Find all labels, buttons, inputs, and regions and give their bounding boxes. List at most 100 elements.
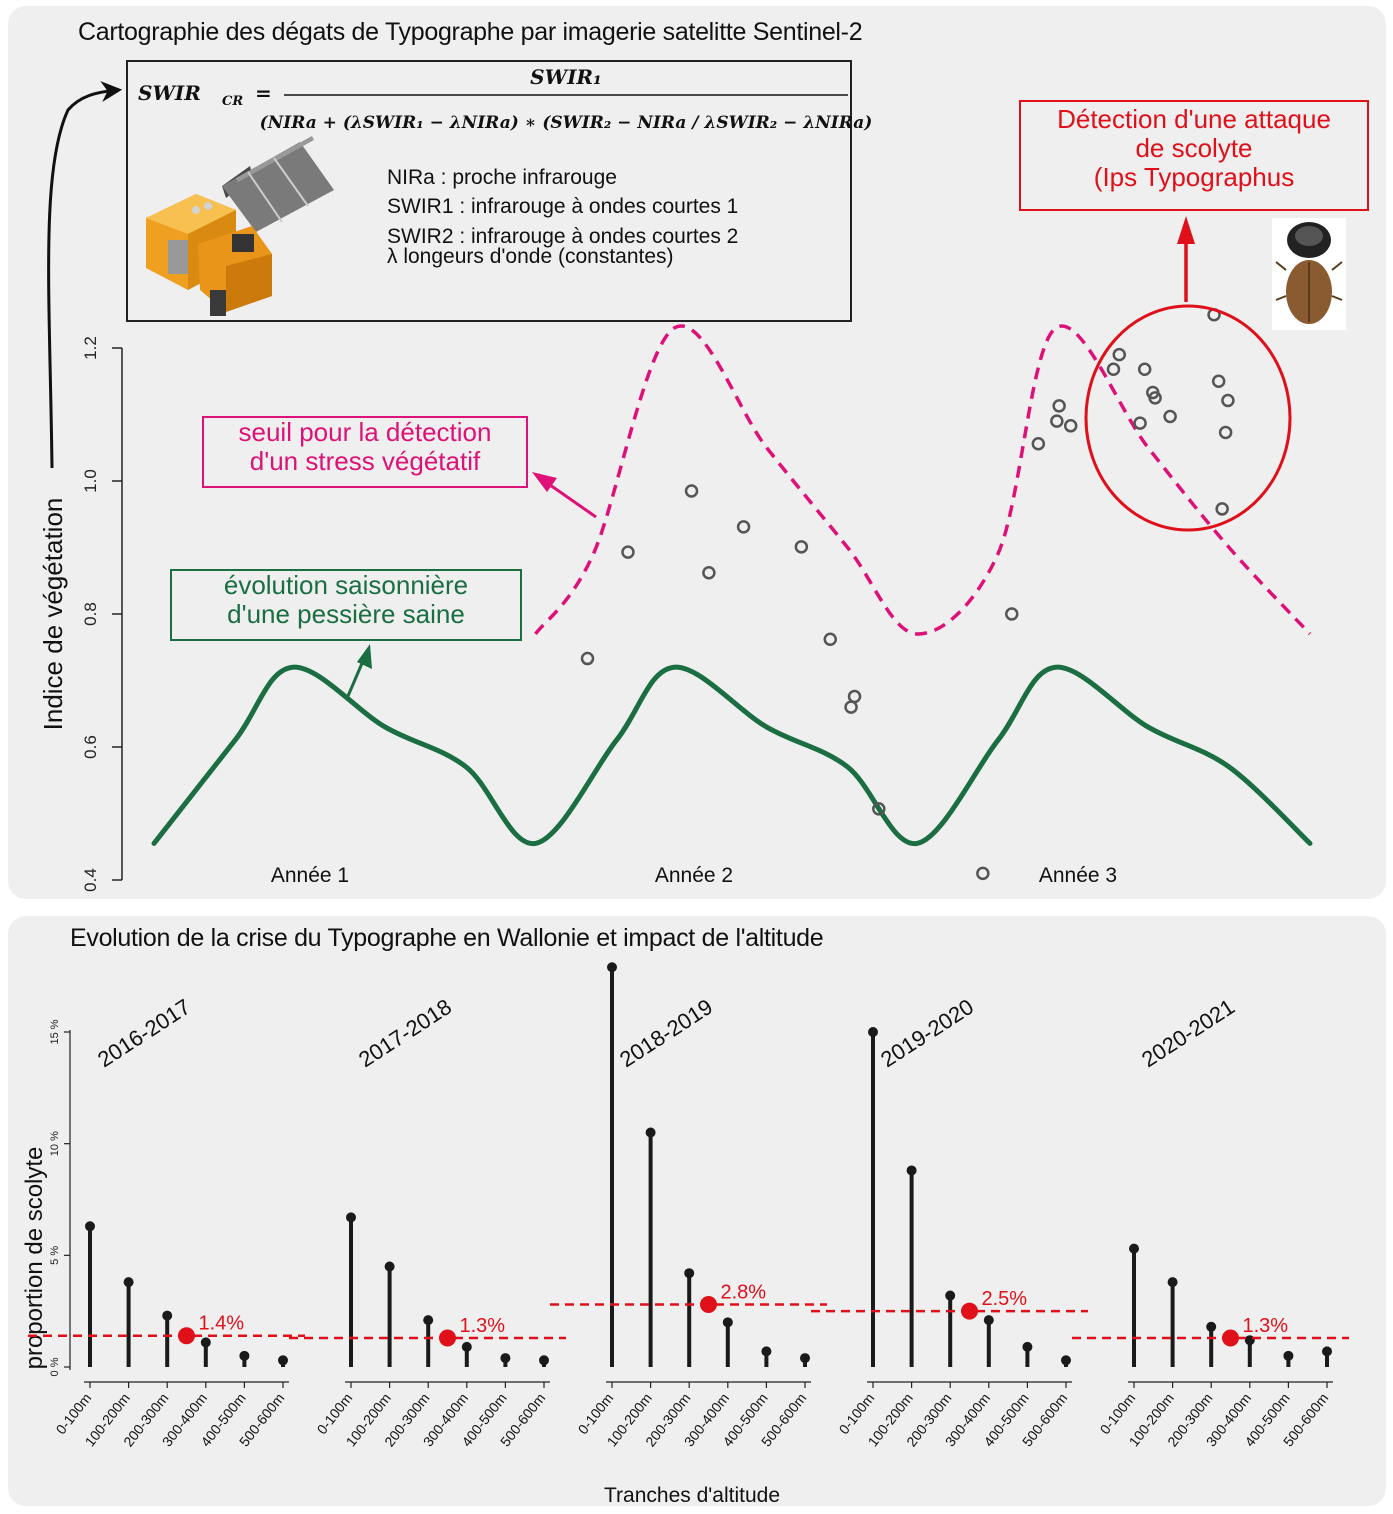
healthy-arrow-head [357, 644, 372, 669]
lollipop-head [607, 962, 617, 973]
observation-point [621, 545, 635, 559]
observation-point [736, 520, 751, 534]
threshold-callout-line2: d'un stress végétatif [249, 446, 481, 476]
observation-point [1133, 416, 1147, 430]
lollipop-head [684, 1268, 695, 1279]
observation-point [1031, 437, 1046, 451]
mean-marker [700, 1295, 717, 1313]
lollipop-head [239, 1350, 250, 1361]
threshold-arrow-head [532, 472, 557, 492]
observation-point [1163, 409, 1177, 424]
lollipop-head [278, 1355, 288, 1366]
period-label: 2020-2021 [1137, 994, 1239, 1072]
lollipop-head [1022, 1341, 1033, 1352]
lollipop-head [1061, 1355, 1071, 1366]
mean-marker [1222, 1329, 1239, 1347]
bottom-panel [8, 916, 1386, 1506]
threshold-curve [534, 324, 1312, 636]
legend-line-swir1: SWIR1 : infrarouge à ondes courtes 1 [387, 195, 739, 218]
top-y-tick-label: 0.6 [81, 735, 100, 759]
detection-ellipse [1084, 304, 1292, 532]
mean-marker [178, 1327, 195, 1345]
legend-line-nira: NIRa : proche infrarouge [387, 166, 617, 189]
mean-marker [439, 1329, 456, 1347]
top-y-tick-label: 0.8 [81, 602, 100, 626]
healthy-callout: évolution saisonnière d'une pessière sai… [170, 569, 522, 641]
lollipop-head [1322, 1346, 1332, 1357]
lollipop-head [423, 1315, 434, 1326]
mean-label: 2.5% [982, 1288, 1028, 1310]
observation-point [580, 651, 595, 666]
satellite-icon [146, 136, 334, 316]
legend-line-lambda: λ longeurs d'onde (constantes) [387, 245, 674, 268]
lollipop-head [983, 1315, 994, 1326]
lollipop-head [200, 1337, 211, 1348]
formula-link-arrow [47, 81, 123, 469]
observation-point [1137, 362, 1152, 377]
lollipop-head [945, 1290, 956, 1301]
observation-point [976, 866, 990, 881]
mean-label: 1.3% [1243, 1315, 1289, 1337]
bottom-chart-title: Evolution de la crise du Typographe en W… [70, 924, 824, 952]
observation-point [702, 566, 716, 580]
observation-point [1218, 425, 1233, 440]
lollipop-head [722, 1317, 733, 1328]
lollipop-head [761, 1346, 772, 1357]
observation-point [1106, 362, 1121, 377]
mean-marker [961, 1302, 978, 1320]
altitude-impact-chart: 0 % 5 % 10 % 15 % proportion de scolyte Tranc… [21, 962, 1349, 1507]
lollipop-head [384, 1261, 395, 1272]
mean-label: 1.4% [199, 1313, 245, 1335]
lollipop-head [539, 1355, 549, 1366]
bottom-y-tick-label: 15 % [49, 1019, 61, 1044]
observation-point [823, 632, 838, 647]
observation-point [1221, 393, 1235, 408]
healthy-callout-line2: d'une pessière saine [227, 599, 465, 629]
top-y-tick-label: 1.2 [81, 336, 100, 360]
bottom-x-axis-label: Tranches d'altitude [604, 1484, 780, 1507]
threshold-callout-line1: seuil pour la détection [238, 417, 492, 447]
lollipop-head [800, 1353, 810, 1364]
detection-callout: Détection d'une attaque de scolyte (Ips … [1019, 100, 1369, 211]
observation-point [794, 540, 809, 554]
observation-point [872, 802, 886, 816]
observation-point [1148, 391, 1162, 405]
bottom-y-axis-label: proportion de scolyte [21, 1147, 48, 1370]
top-x-label: Année 2 [655, 864, 733, 887]
observation-point [1050, 414, 1064, 428]
observation-point [1112, 347, 1127, 362]
top-x-label: Année 3 [1039, 864, 1117, 887]
top-y-tick-label: 0.4 [81, 868, 100, 892]
period-label: 2018-2019 [615, 994, 717, 1072]
healthy-curve [151, 664, 1313, 846]
period-label: 2016-2017 [93, 994, 195, 1072]
legend-line-swir2: SWIR2 : infrarouge à ondes courtes 2 [387, 225, 739, 248]
detection-arrow-head [1177, 216, 1195, 244]
observation-point [844, 700, 858, 714]
top-y-axis-label: Indice de végétation [38, 498, 68, 731]
observation-point [1215, 502, 1229, 516]
lollipop-head [1167, 1277, 1178, 1288]
observation-point [1211, 374, 1226, 388]
top-chart-title: Cartographie des dégats de Typographe pa… [78, 18, 863, 46]
lollipop-head [461, 1341, 472, 1352]
mean-label: 1.3% [460, 1315, 506, 1337]
bottom-y-tick-label: 0 % [49, 1357, 61, 1376]
formula-lhs-sub: CR [222, 94, 243, 109]
observation-point [847, 689, 862, 704]
formula-denominator: (NIRa + (λSWIR₁ − λNIRa) ∗ (SWIR₂ − NIRa… [260, 113, 873, 133]
formula-lhs: SWIR [138, 81, 201, 105]
formula-numerator: SWIR₁ [530, 65, 602, 89]
formula: SWIR CR = SWIR₁ (NIRa + (λSWIR₁ − λNIRa)… [138, 65, 872, 133]
lollipop-head [123, 1277, 134, 1288]
lollipop-head [1129, 1243, 1139, 1254]
bark-beetle-icon [1272, 218, 1346, 330]
detection-callout-line1: Détection d'une attaque [1057, 104, 1331, 134]
bottom-y-tick-label: 5 % [49, 1246, 61, 1265]
lollipop-head [85, 1221, 95, 1232]
mean-label: 2.8% [721, 1281, 767, 1303]
detection-callout-line2: de scolyte [1135, 133, 1253, 163]
observation-point [1005, 607, 1019, 621]
top-x-label: Année 1 [271, 864, 349, 887]
